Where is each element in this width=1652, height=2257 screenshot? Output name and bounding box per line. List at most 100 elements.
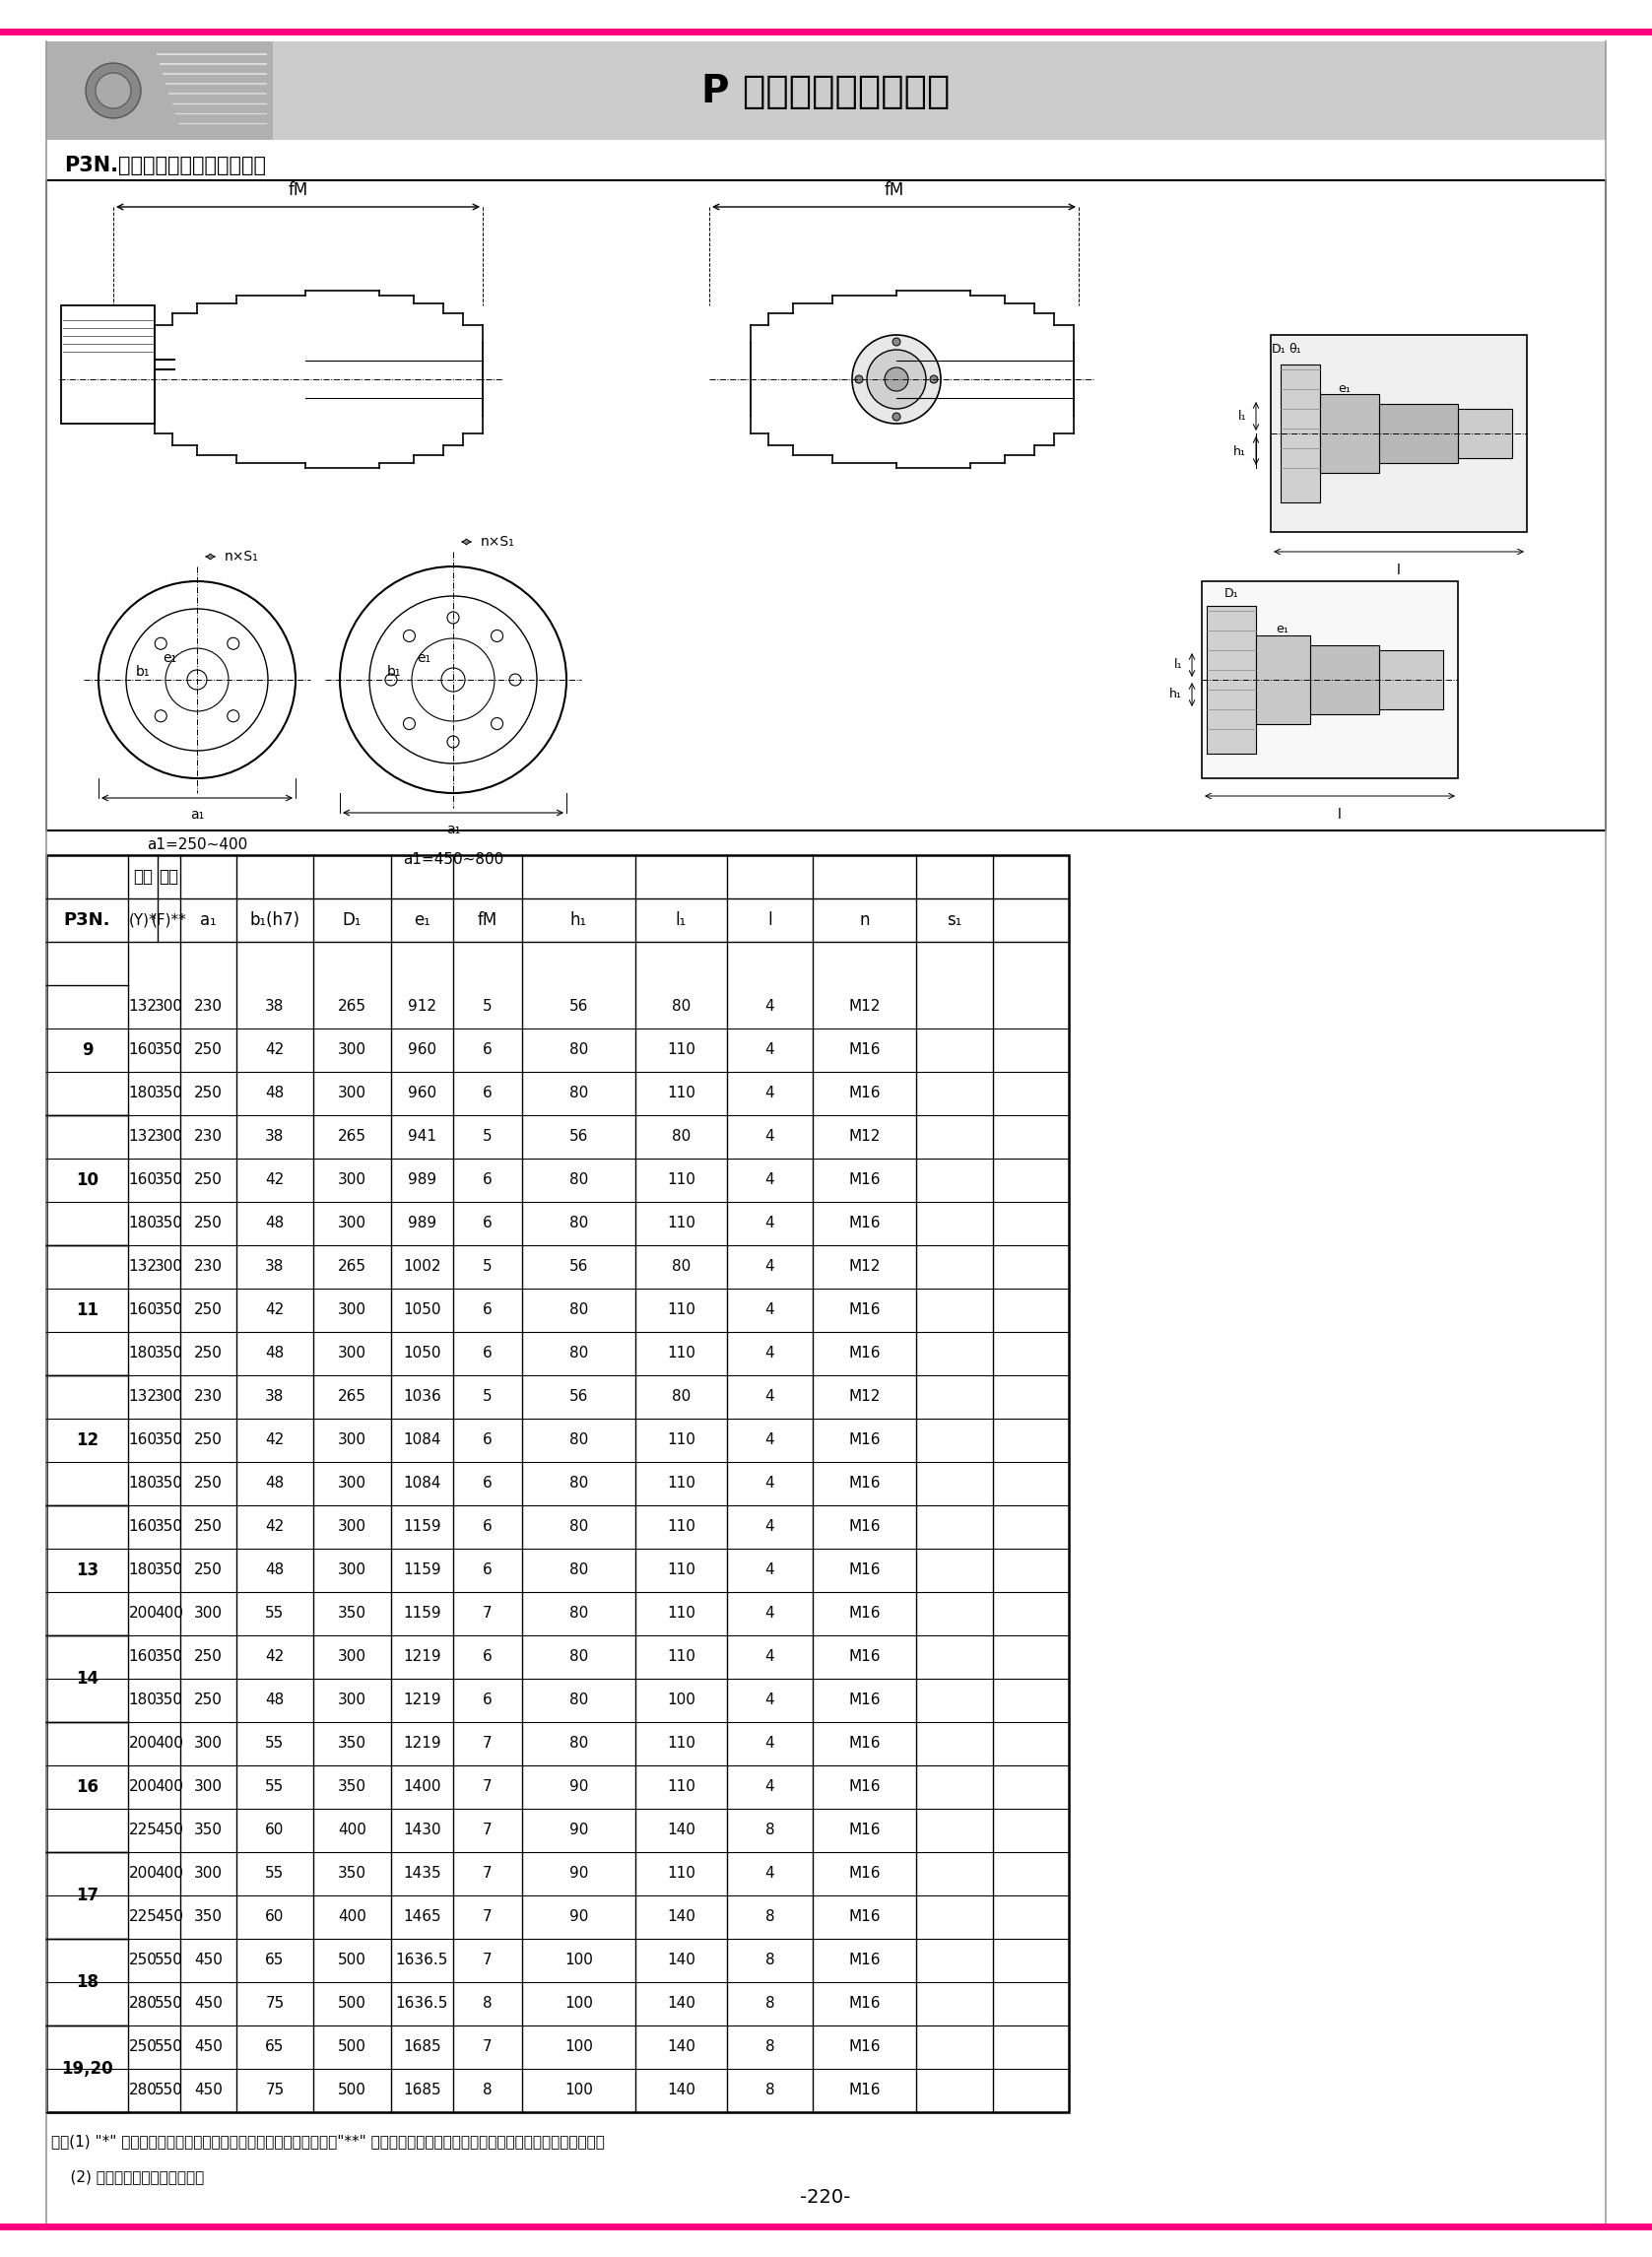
Text: 6: 6 xyxy=(482,1562,492,1578)
Text: D₁: D₁ xyxy=(1224,587,1239,600)
Text: 500: 500 xyxy=(339,2040,367,2054)
Text: 350: 350 xyxy=(155,1476,183,1492)
Text: 250: 250 xyxy=(195,1650,223,1663)
Text: 13: 13 xyxy=(76,1562,99,1580)
Text: 350: 350 xyxy=(339,1736,367,1751)
Text: 1050: 1050 xyxy=(403,1302,441,1318)
Text: 400: 400 xyxy=(339,1824,367,1837)
Text: 110: 110 xyxy=(667,1781,695,1794)
Text: 250: 250 xyxy=(195,1562,223,1578)
Text: 4: 4 xyxy=(765,1128,775,1144)
Text: D₁: D₁ xyxy=(1272,343,1285,357)
Text: 265: 265 xyxy=(339,1259,367,1275)
Text: 110: 110 xyxy=(667,1345,695,1361)
Text: 180: 180 xyxy=(129,1476,157,1492)
Text: M16: M16 xyxy=(849,1217,881,1230)
Text: 300: 300 xyxy=(155,1128,183,1144)
Text: 160: 160 xyxy=(129,1650,157,1663)
Text: 912: 912 xyxy=(408,1000,436,1013)
Text: 18: 18 xyxy=(76,1973,99,1991)
Text: n: n xyxy=(859,912,869,930)
Text: 350: 350 xyxy=(155,1086,183,1101)
Text: 4: 4 xyxy=(765,1650,775,1663)
Text: 132: 132 xyxy=(129,1000,157,1013)
Text: 4: 4 xyxy=(765,1390,775,1404)
Text: 7: 7 xyxy=(482,1781,492,1794)
Text: s₁: s₁ xyxy=(947,912,961,930)
Text: 8: 8 xyxy=(765,2083,775,2099)
Text: 450: 450 xyxy=(155,1909,183,1925)
Text: M16: M16 xyxy=(849,2083,881,2099)
Text: 230: 230 xyxy=(193,1000,223,1013)
Text: b₁(h7): b₁(h7) xyxy=(249,912,301,930)
Text: 注：(1) "*" 所選直聯電機機座號所對應的功率應滿足傳動能力表；"**" 表格中所示的法蘭為標準型號的法蘭，如有異同請另咨詢。: 注：(1) "*" 所選直聯電機機座號所對應的功率應滿足傳動能力表；"**" 表… xyxy=(51,2133,605,2149)
Text: 7: 7 xyxy=(482,1607,492,1621)
Text: M16: M16 xyxy=(849,1867,881,1880)
Text: 989: 989 xyxy=(408,1217,436,1230)
Text: 80: 80 xyxy=(570,1043,588,1059)
Text: 4: 4 xyxy=(765,1781,775,1794)
Text: n×S₁: n×S₁ xyxy=(225,551,259,564)
Text: M16: M16 xyxy=(849,1952,881,1968)
Text: a₁: a₁ xyxy=(190,808,205,822)
Text: 48: 48 xyxy=(266,1562,284,1578)
Text: 450: 450 xyxy=(195,1997,223,2011)
Text: 4: 4 xyxy=(765,1736,775,1751)
Text: 250: 250 xyxy=(195,1345,223,1361)
Text: 56: 56 xyxy=(570,1000,588,1013)
Text: 400: 400 xyxy=(155,1867,183,1880)
Text: 110: 110 xyxy=(667,1607,695,1621)
Text: h₁: h₁ xyxy=(1170,688,1183,702)
Text: 55: 55 xyxy=(266,1736,284,1751)
Text: 550: 550 xyxy=(155,1952,183,1968)
Text: 80: 80 xyxy=(570,1086,588,1101)
Text: 4: 4 xyxy=(765,1174,775,1187)
Circle shape xyxy=(852,334,940,424)
Text: 10: 10 xyxy=(76,1171,99,1189)
Text: 400: 400 xyxy=(155,1607,183,1621)
Text: 180: 180 xyxy=(129,1693,157,1709)
Text: 48: 48 xyxy=(266,1217,284,1230)
Text: 180: 180 xyxy=(129,1086,157,1101)
Text: 300: 300 xyxy=(339,1302,367,1318)
Text: 250: 250 xyxy=(195,1693,223,1709)
Text: 56: 56 xyxy=(570,1128,588,1144)
Text: 80: 80 xyxy=(570,1562,588,1578)
Text: 6: 6 xyxy=(482,1650,492,1663)
Text: 200: 200 xyxy=(129,1867,157,1880)
Text: a1=250~400: a1=250~400 xyxy=(147,837,248,853)
Text: 265: 265 xyxy=(339,1128,367,1144)
Text: e₁: e₁ xyxy=(162,652,177,666)
Text: l₁: l₁ xyxy=(1237,409,1246,422)
Text: 140: 140 xyxy=(667,2040,695,2054)
Text: 1685: 1685 xyxy=(403,2083,441,2099)
Text: 4: 4 xyxy=(765,1693,775,1709)
Text: 300: 300 xyxy=(339,1086,367,1101)
Text: 250: 250 xyxy=(195,1174,223,1187)
Text: 100: 100 xyxy=(565,1997,593,2011)
Text: 7: 7 xyxy=(482,2040,492,2054)
Text: 1050: 1050 xyxy=(403,1345,441,1361)
Text: 8: 8 xyxy=(765,1997,775,2011)
Text: 110: 110 xyxy=(667,1433,695,1447)
Text: 5: 5 xyxy=(482,1000,492,1013)
Text: 110: 110 xyxy=(667,1736,695,1751)
Bar xyxy=(46,855,1069,2113)
Text: 250: 250 xyxy=(129,2040,157,2054)
Text: h₁: h₁ xyxy=(570,912,586,930)
Text: b₁: b₁ xyxy=(135,666,150,679)
Text: 42: 42 xyxy=(266,1174,284,1187)
Text: 1435: 1435 xyxy=(403,1867,441,1880)
Text: 8: 8 xyxy=(765,1909,775,1925)
Text: (F)**: (F)** xyxy=(152,912,187,928)
Text: 989: 989 xyxy=(408,1174,436,1187)
Text: 180: 180 xyxy=(129,1345,157,1361)
Bar xyxy=(1379,404,1459,463)
Text: 100: 100 xyxy=(565,1952,593,1968)
Text: 90: 90 xyxy=(570,1824,588,1837)
Text: 80: 80 xyxy=(672,1390,691,1404)
Text: 90: 90 xyxy=(570,1909,588,1925)
Bar xyxy=(1320,395,1379,474)
Text: l: l xyxy=(1338,808,1341,822)
Text: M16: M16 xyxy=(849,1345,881,1361)
